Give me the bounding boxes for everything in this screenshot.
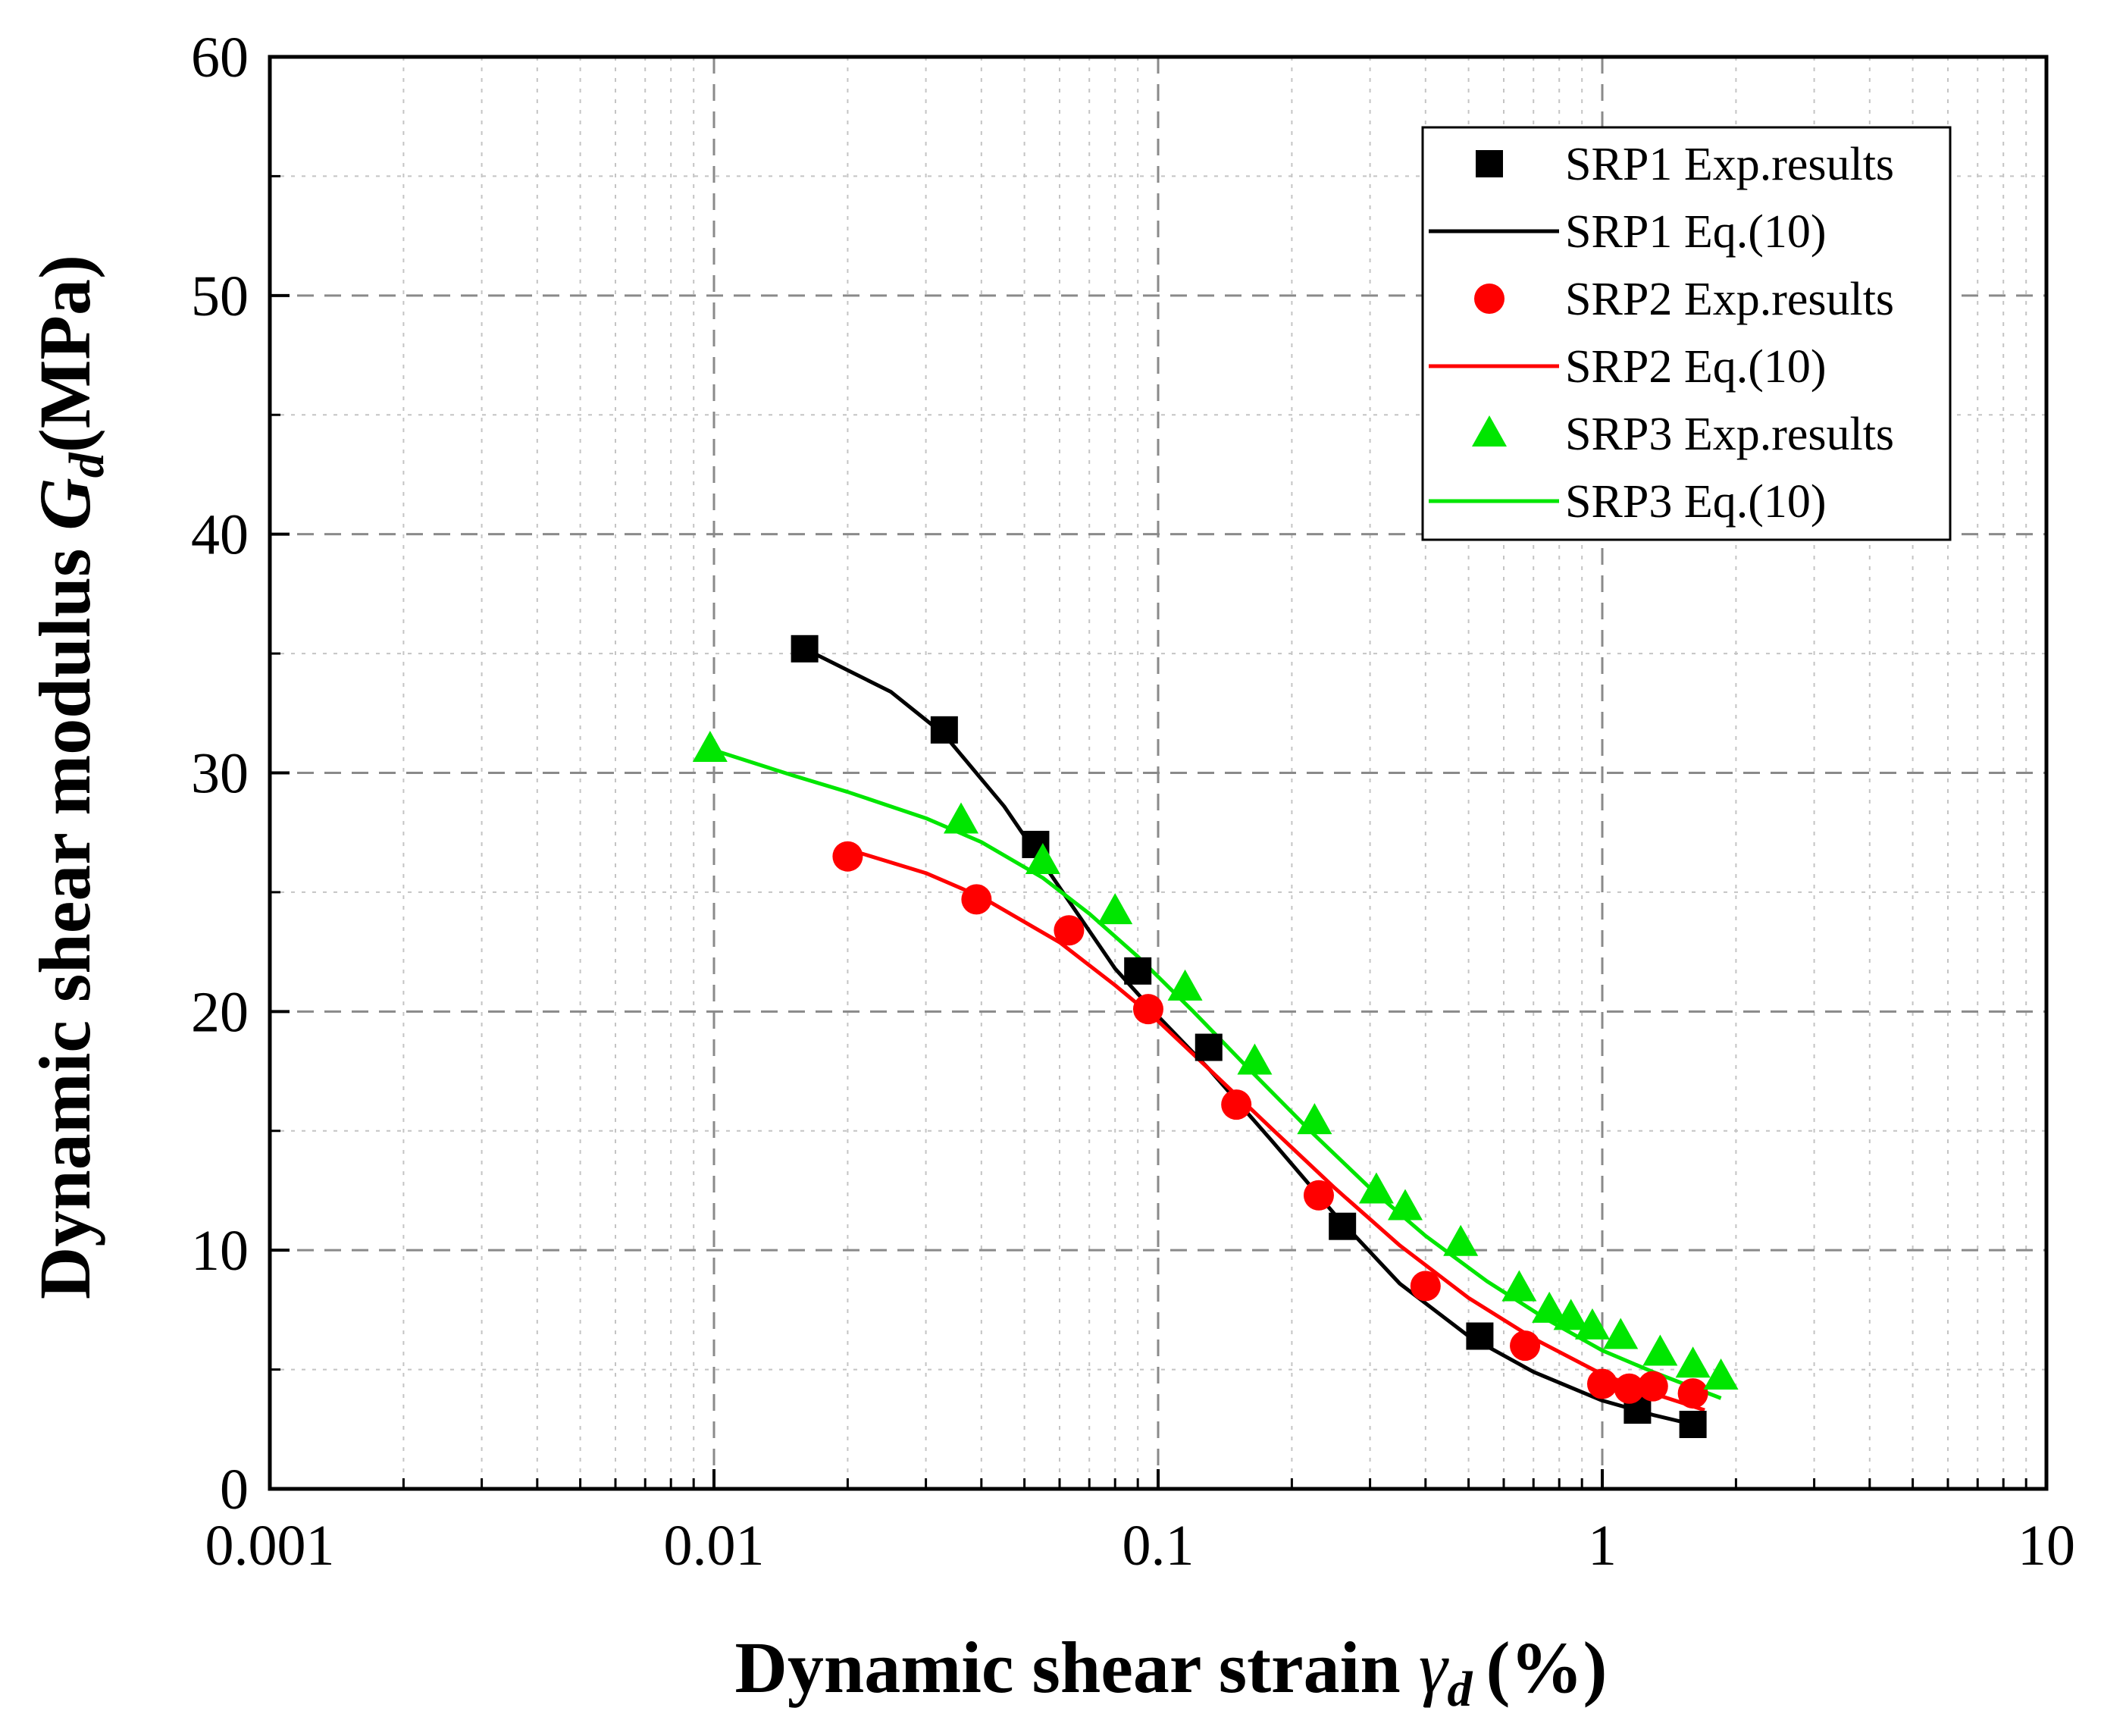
srp1-exp-results-point: [1679, 1410, 1707, 1438]
srp2-exp-results-point: [1132, 994, 1163, 1025]
srp3-exp-results-point: [1703, 1358, 1739, 1390]
srp3-exp-results-point: [1642, 1334, 1678, 1366]
srp3-exp-results-point: [1443, 1224, 1479, 1256]
x-axis-symbol: γ: [1419, 1627, 1449, 1708]
srp3-exp-results-point: [1501, 1270, 1537, 1302]
srp3-exp-results-point: [1237, 1043, 1273, 1075]
legend-srp3-exp-results-label: SRP3 Exp.results: [1565, 409, 1894, 460]
srp3-exp-results-point: [1167, 969, 1203, 1001]
y-tick-label: 30: [191, 742, 249, 806]
srp3-exp-results-point: [1675, 1346, 1711, 1378]
y-tick-label: 10: [191, 1219, 249, 1283]
srp2-eq-10-line: [847, 847, 1705, 1412]
srp3-exp-results-point: [943, 802, 978, 834]
x-tick-label: 0.01: [664, 1514, 765, 1578]
x-tick-label: 0.1: [1123, 1514, 1195, 1578]
y-axis-title-text: Dynamic shear modulus: [24, 549, 105, 1299]
legend-srp2-eq-10-label: SRP2 Eq.(10): [1565, 341, 1826, 393]
srp3-exp-results-point: [1387, 1189, 1423, 1221]
srp1-exp-results-point: [1124, 957, 1152, 985]
srp3-exp-results-point: [1553, 1299, 1589, 1330]
srp2-exp-results-point: [1054, 915, 1085, 946]
srp2-exp-results-point: [1614, 1373, 1645, 1404]
srp2-exp-results-point: [961, 884, 992, 915]
legend-srp3-eq-10-label: SRP3 Eq.(10): [1565, 476, 1826, 528]
srp2-exp-results-point: [1410, 1271, 1441, 1302]
data-markers: [692, 635, 1739, 1438]
y-tick-label: 20: [191, 980, 249, 1044]
srp1-exp-results-point: [1329, 1212, 1357, 1240]
legend-srp2-exp-results-label: SRP2 Exp.results: [1565, 274, 1894, 325]
x-tick-label: 10: [2018, 1514, 2075, 1578]
srp2-exp-results-point: [1587, 1368, 1617, 1399]
y-axis-symbol: G: [24, 478, 105, 530]
legend-srp1-exp-results-swatch: [1476, 150, 1503, 177]
srp3-exp-results-point: [1603, 1318, 1639, 1349]
srp3-exp-results-point: [1297, 1103, 1332, 1135]
x-axis-title-text: Dynamic shear strain: [735, 1627, 1401, 1708]
legend-box: [1421, 126, 1952, 541]
srp2-exp-results-point: [1637, 1371, 1668, 1402]
legend-srp2-exp-results-swatch: [1474, 284, 1505, 314]
srp3-exp-results-point: [1097, 893, 1133, 925]
srp3-exp-results-point: [1532, 1291, 1567, 1323]
legend-srp1-eq-10-label: SRP1 Eq.(10): [1565, 206, 1826, 258]
srp1-exp-results-point: [1195, 1033, 1223, 1061]
y-tick-label: 60: [191, 26, 249, 89]
srp2-exp-results-point: [1221, 1089, 1252, 1120]
srp2-exp-results-point: [1677, 1378, 1708, 1409]
x-axis-unit: (%): [1486, 1627, 1608, 1708]
y-tick-label: 0: [220, 1458, 249, 1521]
srp2-exp-results-point: [1510, 1330, 1541, 1362]
legend-srp1-exp-results-label: SRP1 Exp.results: [1565, 139, 1894, 190]
y-axis-unit: (MPa): [24, 255, 105, 453]
srp3-exp-results-point: [1574, 1308, 1610, 1340]
srp1-exp-results-point: [791, 635, 819, 663]
x-axis-title: Dynamic shear strain γd (%): [735, 1627, 1608, 1717]
y-axis-symbol-subscript: d: [59, 452, 114, 478]
srp2-exp-results-point: [1303, 1180, 1334, 1211]
srp1-exp-results-point: [930, 716, 958, 744]
x-tick-label: 1: [1588, 1514, 1617, 1578]
srp3-exp-results-point: [1025, 842, 1060, 874]
y-tick-labels: 0 10 20 30 40 50 60: [191, 26, 249, 1521]
srp1-exp-results-point: [1466, 1322, 1494, 1350]
y-axis-title: Dynamic shear modulus Gd(MPa): [24, 255, 114, 1299]
legend-srp3-exp-results-swatch: [1472, 415, 1507, 447]
srp3-exp-results-point: [692, 731, 728, 763]
srp3-exp-results-point: [1358, 1172, 1394, 1204]
x-axis-symbol-subscript: d: [1448, 1662, 1473, 1717]
y-tick-label: 40: [191, 503, 249, 567]
axis-ticks: [268, 55, 2048, 1490]
srp2-exp-results-point: [832, 841, 863, 872]
x-tick-label: 0.001: [205, 1514, 335, 1578]
legend: SRP1 Exp.results SRP1 Eq.(10) SRP2 Exp.res…: [1421, 126, 1952, 541]
y-tick-label: 50: [191, 265, 249, 328]
x-tick-labels: 0.001 0.01 0.1 1 10: [205, 1514, 2076, 1578]
